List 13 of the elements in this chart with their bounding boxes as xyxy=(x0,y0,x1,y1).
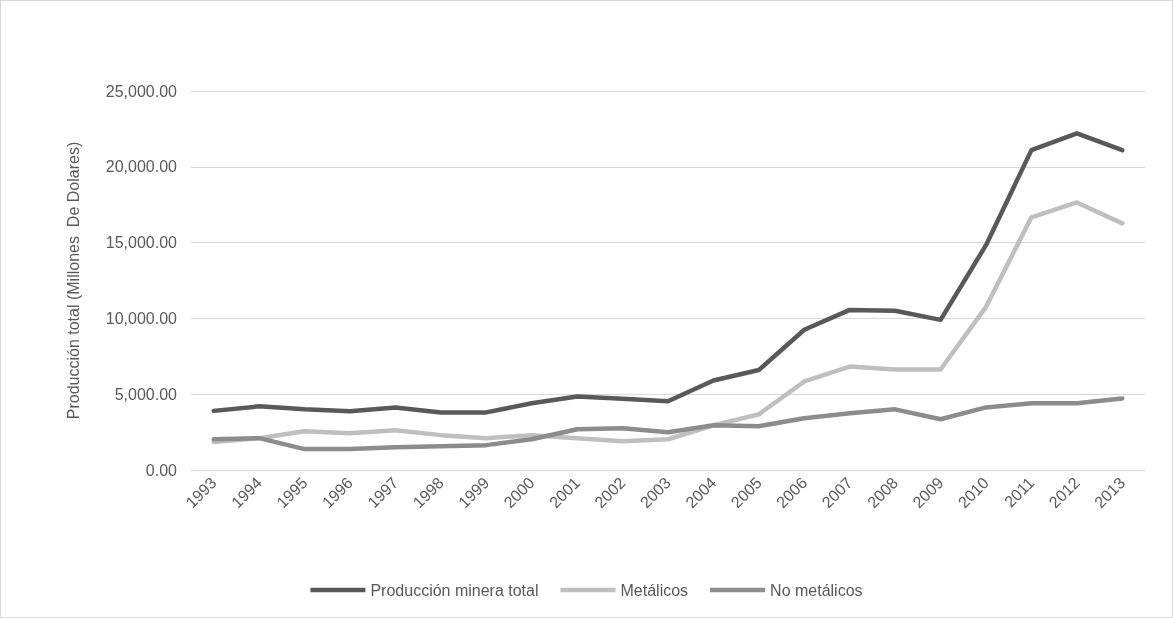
legend-label: No metálicos xyxy=(770,581,863,599)
y-tick-label: 20,000.00 xyxy=(105,158,178,176)
y-tick-label: 25,000.00 xyxy=(105,82,178,100)
y-tick-label: 5,000.00 xyxy=(114,385,178,403)
y-axis-title: Producción total (Millones De Dolares) xyxy=(64,141,82,420)
line-series xyxy=(211,200,1125,445)
legend-label: Metálicos xyxy=(620,581,689,599)
legend-label: Producción minera total xyxy=(370,581,539,599)
y-tick-label: 0.00 xyxy=(145,461,178,479)
y-tick-label: 15,000.00 xyxy=(105,234,178,252)
line-series xyxy=(211,131,1125,415)
y-tick-label: 10,000.00 xyxy=(105,309,178,327)
line-series xyxy=(211,396,1125,452)
